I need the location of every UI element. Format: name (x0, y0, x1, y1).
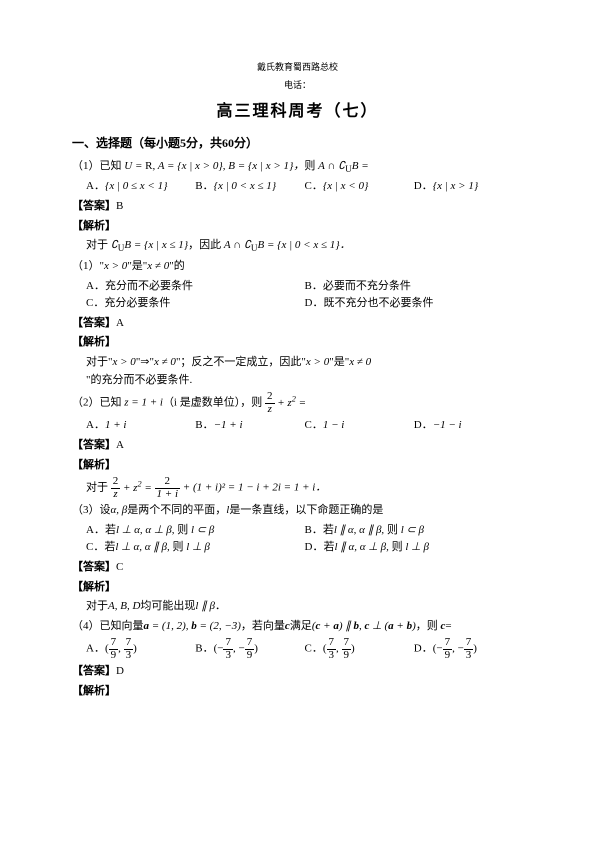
q1b-explanation-label: 【解析】 (72, 334, 523, 352)
q3-options: A．若l ⊥ α, α ⊥ β, 则 l ⊂ β B．若l ∥ α, α ∥ β… (86, 522, 523, 557)
q1-opt-c: C．{x | x < 0} (305, 178, 414, 196)
q4-answer: 【答案】D (72, 663, 523, 681)
q3-stem: （3）设α, β是两个不同的平面，l是一条直线，以下命题正确的是 (72, 502, 523, 520)
q1-answer: 【答案】B (72, 198, 523, 216)
section-1-heading: 一、选择题（每小题5分，共60分） (72, 134, 523, 153)
q3-opt-c: C．若l ⊥ α, α ∥ β, 则 l ⊥ β (86, 539, 305, 557)
q4-opt-d: D．(−79, −73) (414, 637, 523, 661)
q1b-opt-c: C．充分必要条件 (86, 295, 305, 313)
q2-stem: （2）已知 z = 1 + i（i 是虚数单位），则 2z + z2 = (72, 391, 523, 415)
q4-stem: （4）已知向量a = (1, 2), b = (2, −3)，若向量c满足(c … (72, 618, 523, 636)
q3-opt-d: D．若l ∥ α, α ⊥ β, 则 l ⊥ β (305, 539, 524, 557)
header-line-2: 电话： (72, 78, 523, 92)
q1b-opt-a: A．充分而不必要条件 (86, 278, 305, 296)
header-line-1: 戴氏教育蜀西路总校 (72, 60, 523, 74)
q1b-answer: 【答案】A (72, 315, 523, 333)
q1b-options: A．充分而不必要条件 B．必要而不充分条件 C．充分必要条件 D．既不充分也不必… (86, 278, 523, 313)
q1b-stem: （1）"x > 0"是"x ≠ 0"的 (72, 258, 523, 276)
q1-stem-pre: （1）已知 (72, 160, 124, 172)
q1b-explanation: 对于"x > 0"⇒"x ≠ 0"；反之不一定成立，因此"x > 0"是"x ≠… (86, 354, 523, 372)
q1-explanation: 对于 ∁UB = {x | x ≤ 1}，因此 A ∩ ∁UB = {x | 0… (86, 237, 523, 256)
q2-answer: 【答案】A (72, 437, 523, 455)
q1-opt-b: B．{x | 0 < x ≤ 1} (195, 178, 304, 196)
q1b-opt-b: B．必要而不充分条件 (305, 278, 524, 296)
q2-explanation: 对于 2z + z2 = 21 + i + (1 + i)² = 1 − i +… (86, 476, 523, 500)
q4-opt-c: C．(73, 79) (305, 637, 414, 661)
q1-options: A．{x | 0 ≤ x < 1} B．{x | 0 < x ≤ 1} C．{x… (86, 178, 523, 196)
q2-options: A．1 + i B．−1 + i C．1 − i D．−1 − i (86, 417, 523, 435)
q2-explanation-label: 【解析】 (72, 457, 523, 475)
q3-opt-b: B．若l ∥ α, α ∥ β, 则 l ⊂ β (305, 522, 524, 540)
q4-opt-a: A．(79, 73) (86, 637, 195, 661)
q2-opt-b: B．−1 + i (195, 417, 304, 435)
q2-opt-c: C．1 − i (305, 417, 414, 435)
q1-stem-math: U = R, A = {x | x > 0}, B = {x | x > 1}，… (124, 160, 368, 172)
q1-opt-a: A．{x | 0 ≤ x < 1} (86, 178, 195, 196)
q4-opt-b: B．(−73, −79) (195, 637, 304, 661)
page-title: 高三理科周考（七） (72, 99, 523, 125)
q3-explanation: 对于A, B, D均可能出现l ∥ β． (86, 598, 523, 616)
q1b-opt-d: D．既不充分也不必要条件 (305, 295, 524, 313)
q4-options: A．(79, 73) B．(−73, −79) C．(73, 79) D．(−7… (86, 637, 523, 661)
q3-opt-a: A．若l ⊥ α, α ⊥ β, 则 l ⊂ β (86, 522, 305, 540)
q1-stem: （1）已知 U = R, A = {x | x > 0}, B = {x | x… (72, 158, 523, 177)
q1b-explanation-2: "的充分而不必要条件. (86, 372, 523, 390)
q3-explanation-label: 【解析】 (72, 579, 523, 597)
q2-opt-a: A．1 + i (86, 417, 195, 435)
q1-opt-d: D．{x | x > 1} (414, 178, 523, 196)
q4-explanation-label: 【解析】 (72, 683, 523, 701)
q3-answer: 【答案】C (72, 559, 523, 577)
q1-explanation-label: 【解析】 (72, 218, 523, 236)
q2-opt-d: D．−1 − i (414, 417, 523, 435)
